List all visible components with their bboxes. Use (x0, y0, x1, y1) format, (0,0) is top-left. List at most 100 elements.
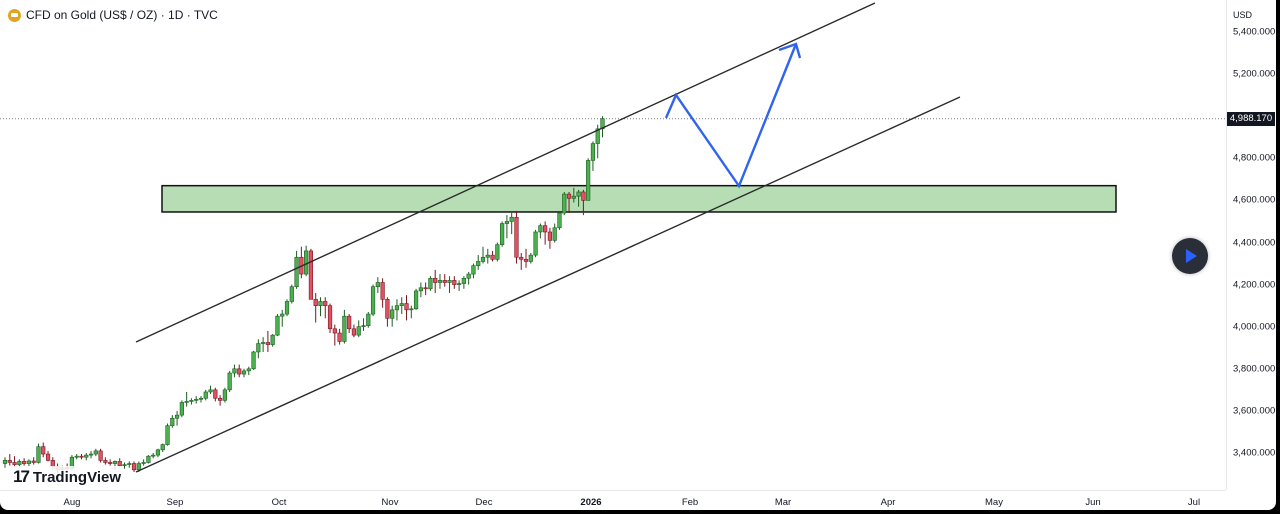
candle-bullish (413, 290, 419, 310)
candle-bearish (237, 368, 242, 375)
support-zone-rectangle (161, 184, 1117, 213)
candle-bearish (543, 225, 548, 233)
chart-canvas[interactable] (0, 0, 1226, 490)
candle-bullish (261, 342, 266, 344)
candle-bullish (2, 460, 8, 464)
candle-bullish (165, 425, 170, 445)
candle-bullish (456, 283, 462, 285)
price-tick-label: 4,000.000 (1233, 321, 1276, 333)
price-tick-label: 3,800.000 (1233, 363, 1276, 375)
channel-lower-line (135, 96, 961, 473)
candle-bearish (308, 250, 314, 300)
candle-bearish (108, 462, 113, 464)
candle-bullish (270, 334, 275, 345)
candle-bullish (409, 308, 414, 311)
time-tick-label: Sep (166, 497, 184, 508)
candle-bearish (404, 303, 409, 311)
candle-bullish (366, 313, 371, 326)
candle-bullish (447, 280, 452, 283)
time-tick-label: Jun (1085, 497, 1101, 508)
replay-play-button[interactable] (1172, 238, 1208, 274)
candle-bearish (385, 299, 390, 319)
candle-bearish (79, 455, 84, 458)
candle-bearish (313, 299, 318, 306)
candle-bullish (246, 368, 251, 372)
candle-bullish (509, 216, 514, 222)
price-tick-label: 3,400.000 (1233, 447, 1276, 459)
candle-bullish (576, 191, 581, 197)
price-axis[interactable]: USD 5,400.000 5,200.000 4,800.000 4,600.000… (1226, 0, 1276, 490)
candle-bullish (533, 231, 538, 256)
candle-bullish (304, 250, 309, 275)
candle-bearish (12, 462, 17, 465)
candle-bullish (284, 301, 290, 315)
candle-bullish (17, 461, 22, 465)
candle-bullish (437, 280, 443, 283)
time-tick-label: Apr (880, 497, 896, 508)
candle-bullish (538, 225, 543, 233)
candle-bullish (471, 265, 476, 275)
candle-bearish (337, 332, 342, 342)
candle-bearish (452, 280, 457, 285)
time-tick-label: Nov (381, 497, 399, 508)
candle-bearish (442, 280, 447, 283)
candle-bearish (7, 460, 12, 463)
candle-bullish (112, 461, 118, 464)
candle-bearish (347, 315, 352, 330)
candle-bearish (351, 328, 357, 336)
price-tick-label: 4,600.000 (1233, 194, 1276, 206)
candle-bullish (184, 401, 189, 403)
candle-bearish (218, 397, 223, 401)
candle-bullish (251, 351, 256, 370)
candle-bullish (170, 417, 175, 426)
candle-bullish (595, 128, 600, 144)
gold-coin-icon (8, 8, 21, 22)
candle-bullish (294, 256, 299, 288)
candle-bullish (179, 402, 184, 416)
candle-bullish (552, 227, 557, 241)
candle-bullish (222, 389, 227, 401)
last-price-badge: 4,988.170 (1227, 111, 1275, 126)
candle-bullish (356, 326, 361, 336)
candle-bearish (103, 460, 108, 463)
candle-bearish (98, 450, 103, 461)
time-axis[interactable]: Aug Sep Oct Nov Dec 2026 Feb Mar Apr May Jun Jul (0, 490, 1226, 510)
candle-bullish (256, 343, 261, 353)
time-tick-label: Mar (774, 497, 792, 508)
candle-bullish (504, 221, 510, 224)
candle-bullish (227, 372, 232, 391)
candle-bearish (117, 461, 122, 466)
candle-bullish (232, 368, 237, 374)
time-tick-label: Feb (681, 497, 699, 508)
candle-bullish (394, 305, 400, 311)
tradingview-logo[interactable]: 17 TradingView (10, 466, 125, 488)
tradingview-wordmark: TradingView (32, 468, 122, 486)
candle-bearish (514, 216, 519, 258)
candle-bullish (528, 254, 533, 262)
symbol-header[interactable]: CFD on Gold (US$ / OZ) · 1D · TVC (8, 7, 218, 23)
price-tick-label: 4,400.000 (1233, 237, 1276, 248)
candle-bullish (461, 277, 466, 284)
candle-bullish (122, 464, 127, 466)
time-tick-label: May (985, 497, 1003, 508)
candle-bearish (265, 342, 271, 345)
candle-bearish (581, 191, 586, 201)
time-tick-label: Oct (271, 497, 287, 508)
candle-bullish (275, 315, 280, 336)
candle-bearish (490, 254, 495, 260)
play-icon (1186, 249, 1197, 263)
candle-bearish (323, 301, 328, 306)
candle-bullish (289, 286, 294, 302)
candle-bullish (194, 399, 199, 401)
time-tick-label: 2026 (580, 497, 602, 508)
candle-bullish (557, 212, 562, 229)
candle-bullish (88, 453, 94, 456)
candle-bullish (361, 325, 366, 327)
candle-bearish (41, 446, 46, 455)
candle-bullish (93, 450, 98, 455)
candle-bullish (600, 118, 605, 130)
candle-bullish (127, 463, 132, 465)
time-tick-label: Aug (63, 497, 81, 508)
candle-bullish (476, 261, 481, 266)
candle-bullish (203, 391, 208, 399)
